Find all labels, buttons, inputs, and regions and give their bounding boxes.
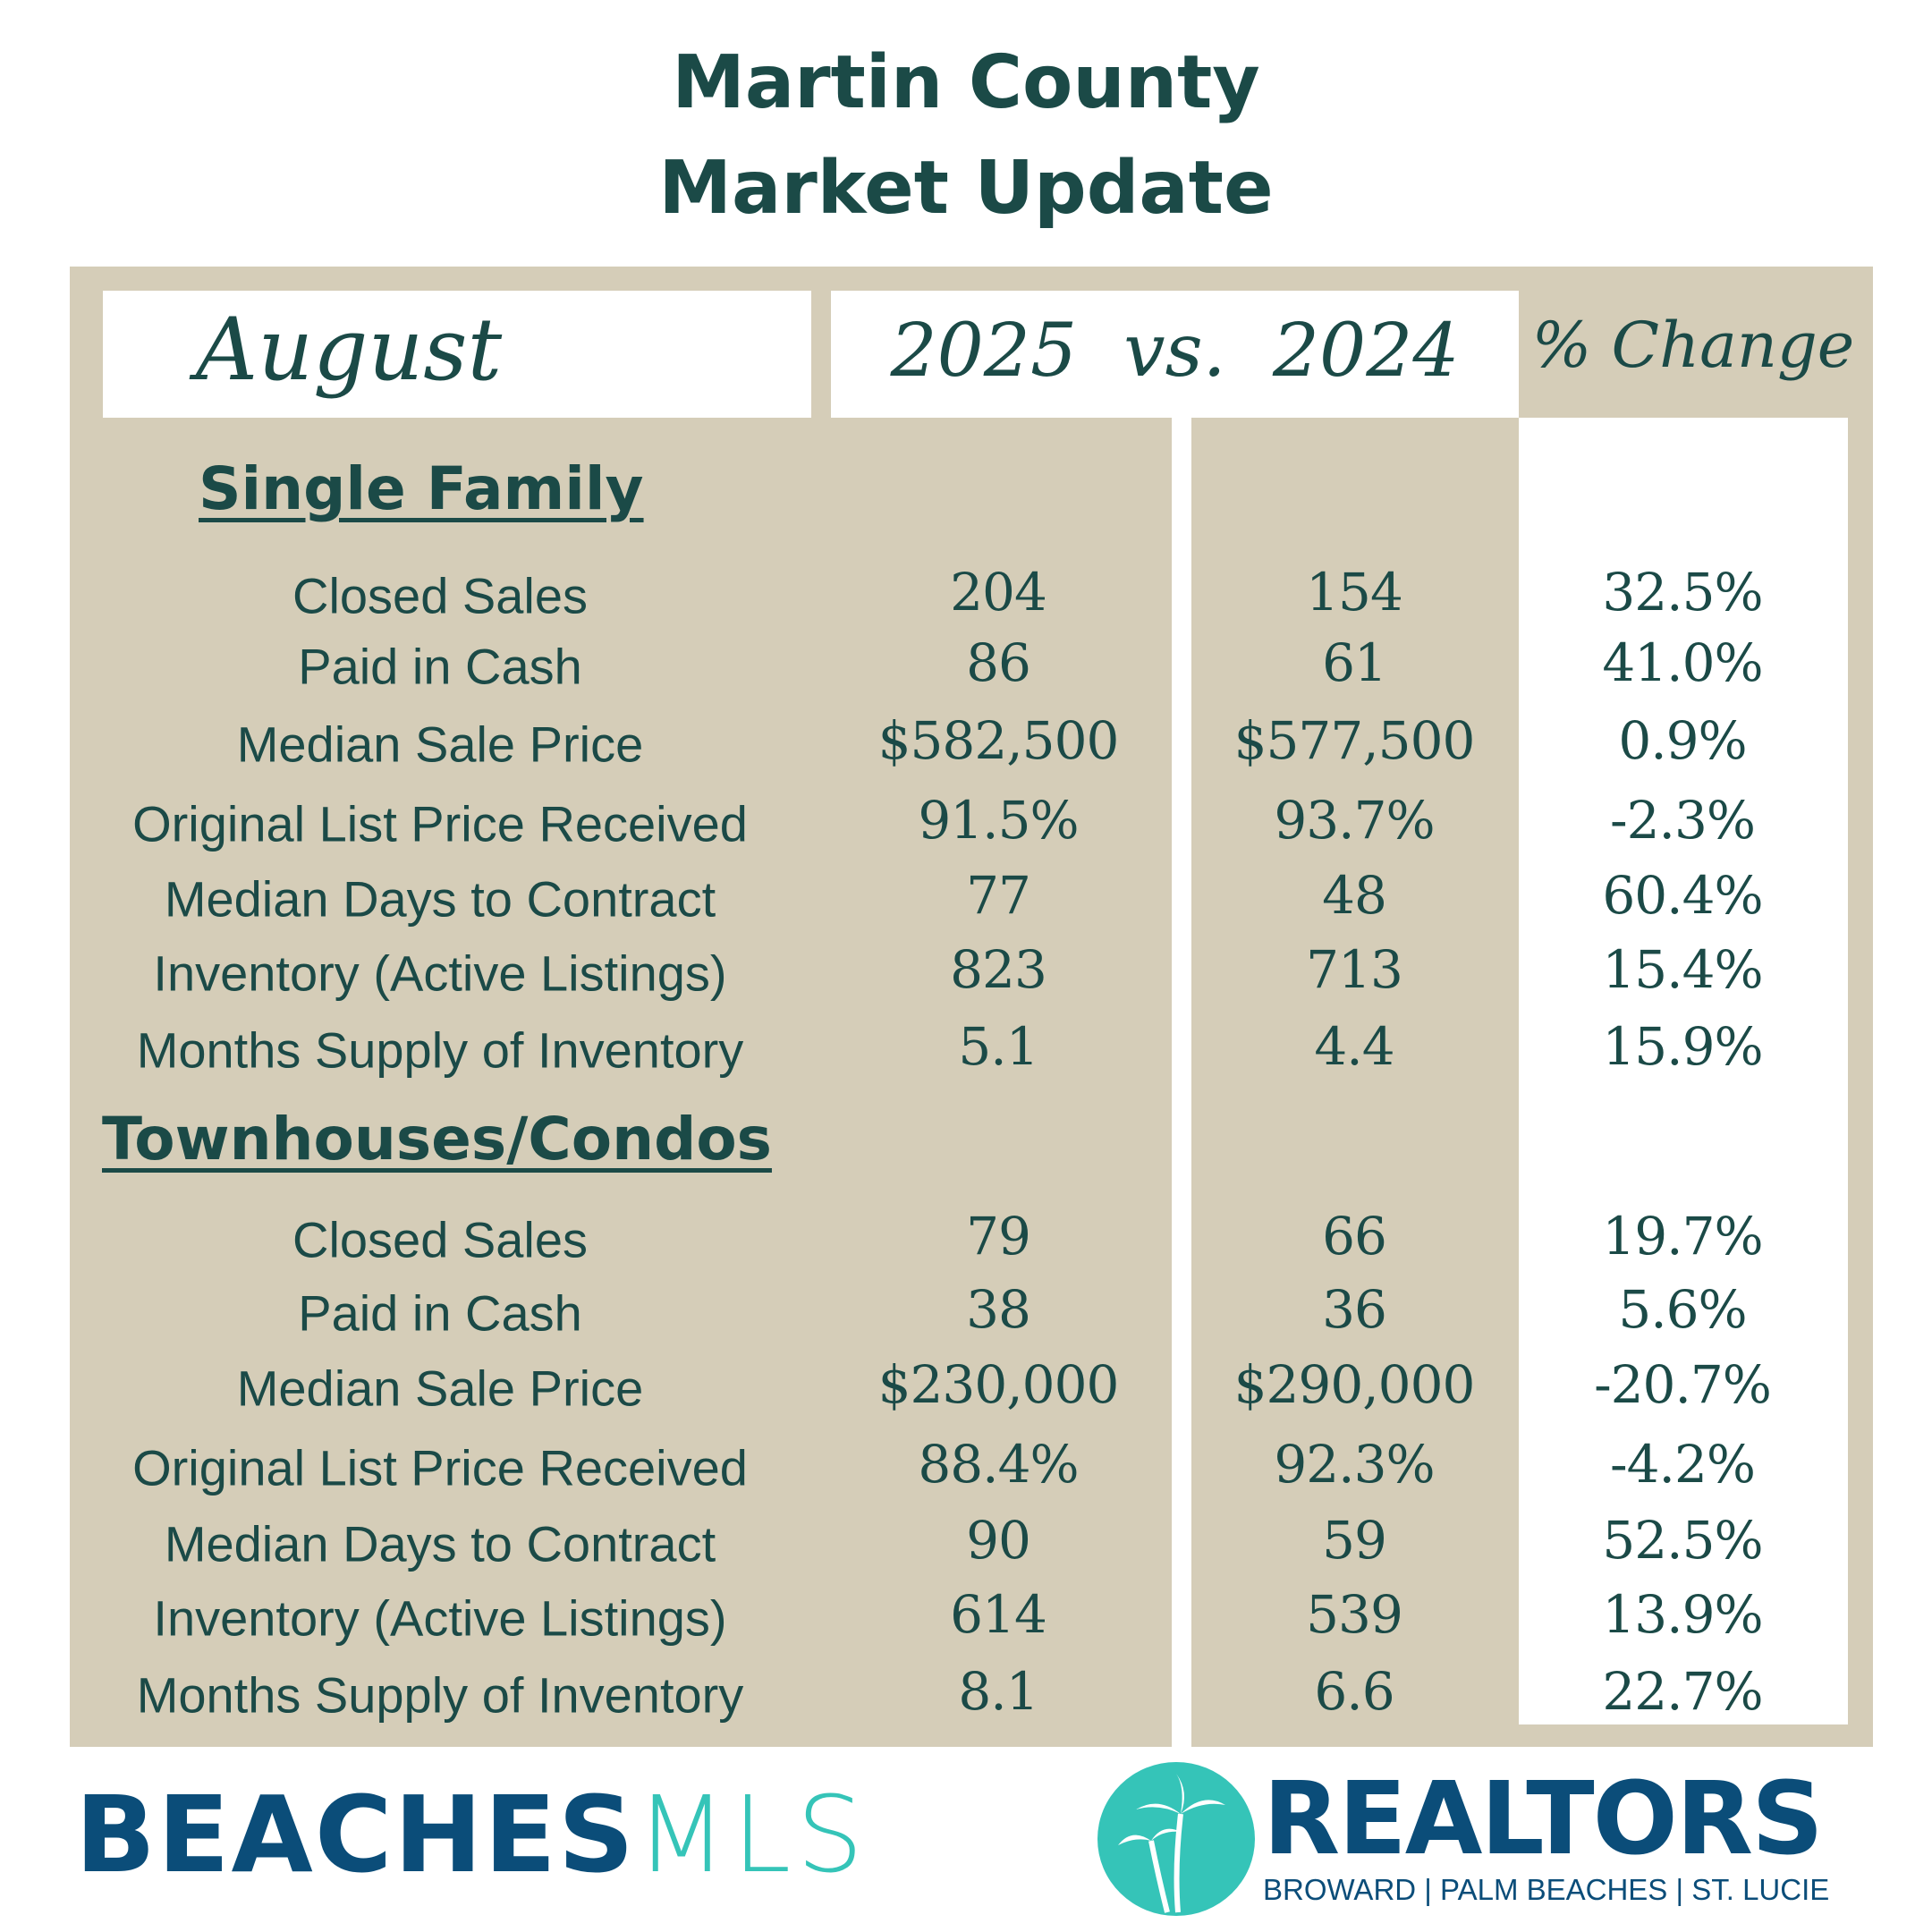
value-y2024: 713 bbox=[1306, 939, 1403, 1000]
value-y2025: 90 bbox=[966, 1510, 1031, 1571]
value-y2025: 204 bbox=[950, 562, 1047, 623]
value-change: 0.9% bbox=[1618, 710, 1747, 771]
row-label: Closed Sales bbox=[292, 567, 588, 624]
value-change: 52.5% bbox=[1602, 1510, 1763, 1571]
row-label: Median Sale Price bbox=[236, 716, 644, 773]
month-label: August bbox=[195, 300, 503, 400]
palm-tree-icon bbox=[1097, 1762, 1255, 1916]
row-label: Paid in Cash bbox=[298, 638, 582, 695]
value-y2025: 614 bbox=[950, 1584, 1047, 1645]
comparison-label: 2025 vs. 2024 bbox=[890, 309, 1460, 394]
value-y2025: 8.1 bbox=[958, 1661, 1038, 1722]
value-y2025: 823 bbox=[950, 939, 1047, 1000]
section-heading: Single Family bbox=[199, 454, 644, 523]
realtors-logo-subtitle: BROWARD | PALM BEACHES | ST. LUCIE bbox=[1263, 1873, 1830, 1906]
value-y2025: 5.1 bbox=[958, 1016, 1038, 1077]
value-y2024: 154 bbox=[1306, 562, 1403, 623]
value-change: -20.7% bbox=[1594, 1354, 1772, 1415]
row-label: Original List Price Received bbox=[132, 795, 748, 852]
value-y2025: $582,500 bbox=[877, 710, 1120, 771]
value-change: 13.9% bbox=[1602, 1584, 1763, 1645]
value-y2024: 59 bbox=[1322, 1510, 1387, 1571]
value-y2024: $290,000 bbox=[1233, 1354, 1476, 1415]
comparison-box bbox=[831, 291, 1519, 418]
value-y2024: 36 bbox=[1322, 1279, 1387, 1340]
row-label: Inventory (Active Listings) bbox=[153, 1589, 727, 1647]
value-y2024: 92.3% bbox=[1274, 1434, 1435, 1495]
row-label: Original List Price Received bbox=[132, 1439, 748, 1496]
section-heading: Townhouses/Condos bbox=[102, 1105, 772, 1174]
beaches-mls-logo: BEACHES MLS bbox=[75, 1782, 869, 1887]
value-y2024: 66 bbox=[1322, 1206, 1387, 1267]
row-label: Paid in Cash bbox=[298, 1284, 582, 1342]
page-title-line1: Martin County bbox=[672, 40, 1260, 125]
value-change: 15.4% bbox=[1602, 939, 1763, 1000]
value-y2024: 4.4 bbox=[1314, 1016, 1394, 1077]
month-box bbox=[103, 291, 811, 418]
value-change: 32.5% bbox=[1602, 562, 1763, 623]
mls-logo-text: MLS bbox=[635, 1773, 869, 1896]
value-y2025: 88.4% bbox=[918, 1434, 1079, 1495]
value-y2024: 61 bbox=[1322, 632, 1387, 693]
value-change: 5.6% bbox=[1618, 1279, 1747, 1340]
value-y2025: 77 bbox=[966, 865, 1031, 926]
value-change: 19.7% bbox=[1602, 1206, 1763, 1267]
row-label: Median Sale Price bbox=[236, 1360, 644, 1417]
change-label: % Change bbox=[1531, 309, 1855, 382]
value-y2024: 93.7% bbox=[1274, 790, 1435, 851]
value-change: -2.3% bbox=[1610, 790, 1756, 851]
value-y2024: 539 bbox=[1306, 1584, 1403, 1645]
beaches-logo-text: BEACHES bbox=[75, 1773, 636, 1896]
value-y2025: 79 bbox=[966, 1206, 1031, 1267]
value-change: 15.9% bbox=[1602, 1016, 1763, 1077]
value-change: 41.0% bbox=[1602, 632, 1763, 693]
row-label: Months Supply of Inventory bbox=[136, 1021, 744, 1079]
column-divider bbox=[1172, 418, 1191, 1747]
value-y2025: 86 bbox=[966, 632, 1031, 693]
value-change: -4.2% bbox=[1610, 1434, 1756, 1495]
value-y2025: $230,000 bbox=[877, 1354, 1120, 1415]
value-change: 60.4% bbox=[1602, 865, 1763, 926]
row-label: Median Days to Contract bbox=[164, 870, 716, 928]
change-column bbox=[1519, 418, 1848, 1724]
value-y2025: 38 bbox=[966, 1279, 1031, 1340]
row-label: Closed Sales bbox=[292, 1211, 588, 1268]
row-label: Median Days to Contract bbox=[164, 1515, 716, 1572]
row-label: Months Supply of Inventory bbox=[136, 1666, 744, 1724]
value-y2024: 48 bbox=[1322, 865, 1387, 926]
value-y2024: $577,500 bbox=[1233, 710, 1476, 771]
value-y2025: 91.5% bbox=[918, 790, 1079, 851]
row-label: Inventory (Active Listings) bbox=[153, 945, 727, 1002]
value-y2024: 6.6 bbox=[1314, 1661, 1394, 1722]
realtors-logo-text: REALTORS bbox=[1263, 1761, 1824, 1877]
page-title-line2: Market Update bbox=[658, 146, 1274, 231]
value-change: 22.7% bbox=[1602, 1661, 1763, 1722]
